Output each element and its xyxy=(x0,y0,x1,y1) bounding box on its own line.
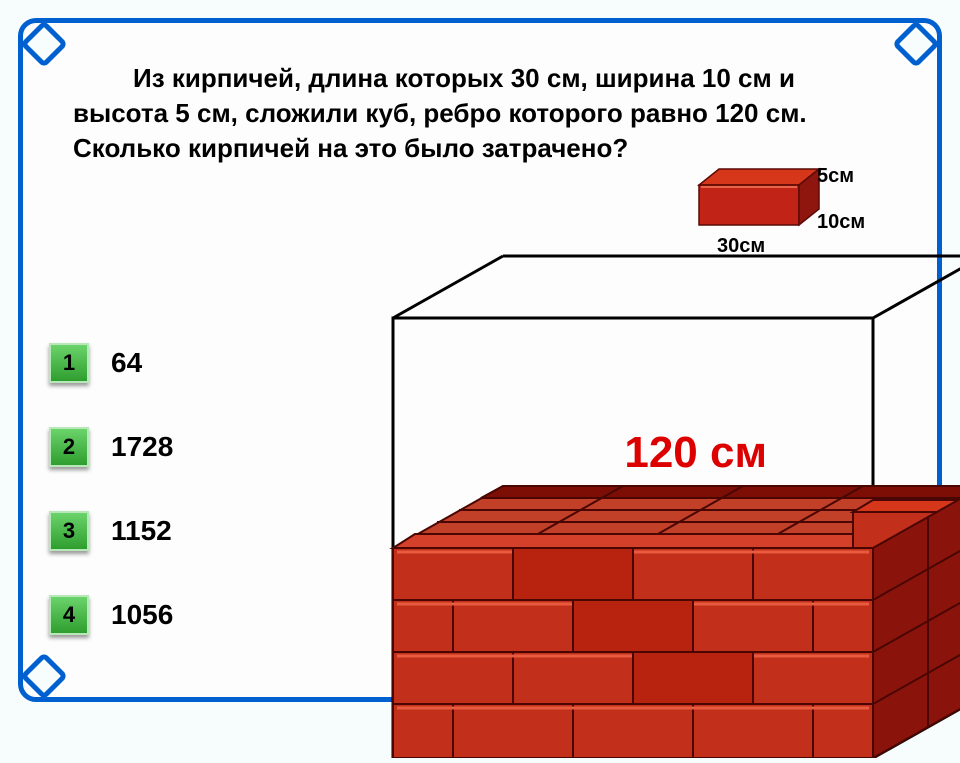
option-button-4[interactable]: 4 xyxy=(49,595,89,635)
frame-corner xyxy=(20,20,68,68)
brick-width-label: 10см xyxy=(817,211,865,234)
option-value: 1152 xyxy=(111,515,172,547)
option-row: 1 64 xyxy=(49,343,173,383)
option-button-1[interactable]: 1 xyxy=(49,343,89,383)
answer-options: 1 64 2 1728 3 1152 4 1056 xyxy=(49,343,173,679)
frame-corner xyxy=(892,20,940,68)
option-value: 1728 xyxy=(111,431,173,463)
option-row: 3 1152 xyxy=(49,511,173,551)
option-value: 64 xyxy=(111,347,142,379)
option-row: 2 1728 xyxy=(49,427,173,467)
brick-cube-scene xyxy=(353,248,960,758)
decorative-frame: Из кирпичей, длина которых 30 см, ширина… xyxy=(18,18,942,702)
option-value: 1056 xyxy=(111,599,173,631)
option-row: 4 1056 xyxy=(49,595,173,635)
brick-height-label: 5см xyxy=(817,165,854,188)
option-button-2[interactable]: 2 xyxy=(49,427,89,467)
problem-text: Из кирпичей, длина которых 30 см, ширина… xyxy=(73,61,813,166)
option-button-3[interactable]: 3 xyxy=(49,511,89,551)
